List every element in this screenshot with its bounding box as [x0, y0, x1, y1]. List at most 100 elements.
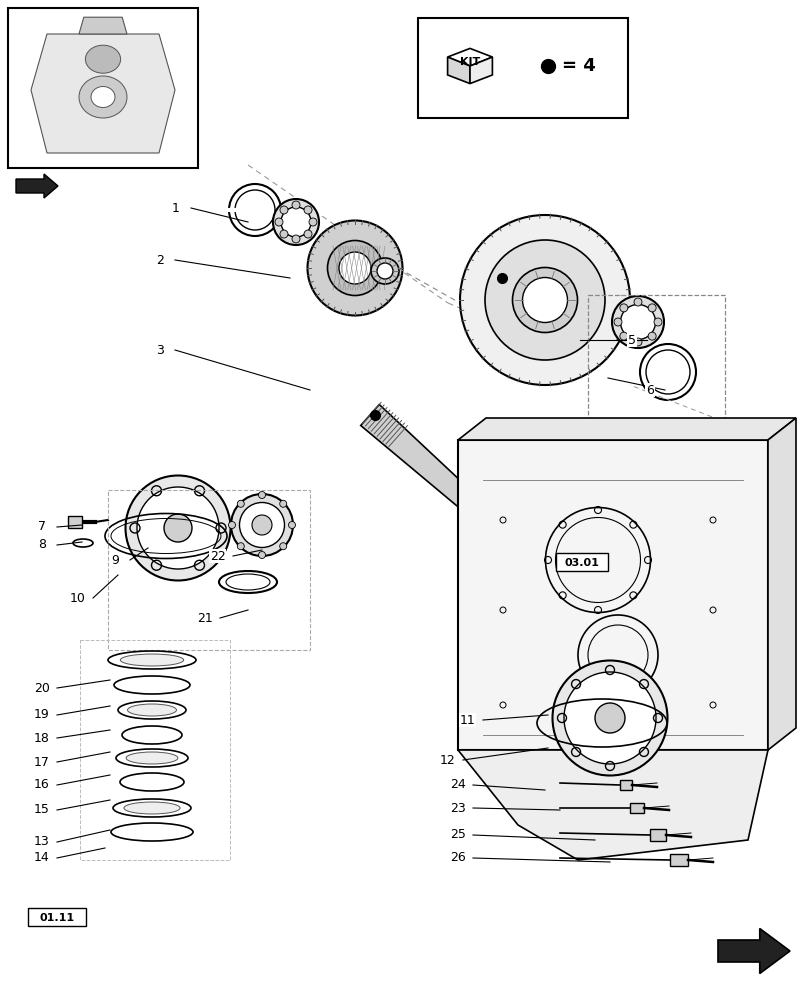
Circle shape [292, 201, 299, 209]
Ellipse shape [521, 277, 567, 322]
Circle shape [633, 298, 642, 306]
Polygon shape [457, 418, 795, 440]
Ellipse shape [307, 221, 402, 316]
Ellipse shape [126, 476, 230, 580]
Polygon shape [717, 928, 789, 973]
Circle shape [288, 522, 295, 528]
Ellipse shape [460, 215, 629, 385]
Text: 14: 14 [34, 851, 49, 864]
Text: 22: 22 [210, 550, 225, 562]
Text: 10: 10 [70, 591, 86, 604]
Circle shape [237, 500, 244, 507]
Bar [418, 18, 627, 118]
Circle shape [633, 338, 642, 346]
Circle shape [303, 206, 311, 214]
Text: 03.01: 03.01 [564, 558, 599, 568]
Circle shape [237, 543, 244, 550]
Circle shape [619, 332, 627, 340]
Circle shape [280, 206, 288, 214]
Polygon shape [360, 405, 481, 515]
Circle shape [309, 218, 316, 226]
Bar [629, 803, 643, 813]
Text: 18: 18 [34, 731, 49, 744]
Text: = 4: = 4 [561, 57, 595, 75]
Text: 5: 5 [627, 334, 635, 347]
Circle shape [292, 235, 299, 243]
Ellipse shape [327, 240, 382, 296]
Bar [457, 440, 767, 750]
Circle shape [613, 318, 621, 326]
Circle shape [647, 332, 655, 340]
Text: 13: 13 [34, 835, 49, 848]
Ellipse shape [91, 87, 115, 108]
Ellipse shape [281, 207, 311, 237]
Text: 6: 6 [646, 383, 653, 396]
Ellipse shape [564, 672, 655, 764]
Bar [669, 854, 687, 866]
Ellipse shape [620, 304, 654, 340]
Ellipse shape [127, 704, 176, 716]
Text: 2: 2 [156, 253, 164, 266]
Polygon shape [31, 34, 175, 153]
Circle shape [279, 543, 286, 550]
Bar [28, 908, 86, 926]
Bar [556, 553, 607, 571]
Bar [620, 780, 631, 790]
Ellipse shape [85, 45, 121, 73]
Ellipse shape [124, 802, 180, 814]
Text: 3: 3 [156, 344, 164, 357]
Ellipse shape [338, 252, 371, 284]
Circle shape [647, 304, 655, 312]
Text: 9: 9 [111, 554, 118, 566]
Bar [649, 829, 665, 841]
Text: 21: 21 [197, 611, 212, 624]
Text: 24: 24 [449, 778, 466, 791]
Ellipse shape [164, 514, 191, 542]
Circle shape [258, 491, 265, 498]
Text: 25: 25 [449, 828, 466, 841]
Circle shape [280, 230, 288, 238]
Text: 7: 7 [38, 520, 46, 534]
Bar [68, 516, 82, 528]
Ellipse shape [137, 487, 219, 569]
Circle shape [275, 218, 283, 226]
Ellipse shape [484, 240, 604, 360]
Polygon shape [16, 174, 58, 198]
Circle shape [303, 230, 311, 238]
Text: 19: 19 [34, 708, 49, 721]
Text: 01.11: 01.11 [40, 913, 75, 923]
Ellipse shape [551, 660, 667, 776]
Ellipse shape [79, 76, 127, 118]
Polygon shape [457, 750, 767, 860]
Ellipse shape [376, 263, 393, 279]
Text: 26: 26 [449, 851, 466, 864]
Ellipse shape [239, 502, 284, 548]
Ellipse shape [272, 199, 319, 245]
Ellipse shape [371, 258, 398, 284]
Text: 16: 16 [34, 778, 49, 791]
Polygon shape [767, 418, 795, 750]
Circle shape [258, 552, 265, 558]
Text: 8: 8 [38, 538, 46, 552]
Ellipse shape [126, 752, 178, 764]
Text: KIT: KIT [459, 57, 479, 67]
Circle shape [619, 304, 627, 312]
Ellipse shape [230, 494, 293, 556]
Text: 17: 17 [34, 756, 49, 768]
Ellipse shape [594, 703, 624, 733]
Polygon shape [447, 57, 470, 84]
Bar [8, 8, 198, 168]
Circle shape [279, 500, 286, 507]
Ellipse shape [251, 515, 272, 535]
Text: 20: 20 [34, 682, 49, 694]
Text: 15: 15 [34, 803, 49, 816]
Text: 1: 1 [172, 202, 180, 215]
Ellipse shape [120, 654, 183, 666]
Polygon shape [447, 48, 491, 66]
Polygon shape [79, 17, 127, 34]
Text: 11: 11 [460, 713, 475, 726]
Polygon shape [497, 543, 522, 570]
Ellipse shape [512, 267, 577, 332]
Circle shape [228, 522, 235, 528]
Text: 12: 12 [440, 754, 455, 766]
